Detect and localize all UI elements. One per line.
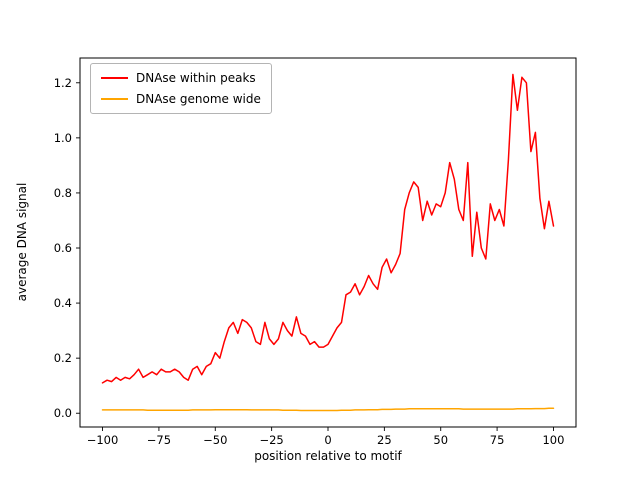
y-tick-label: 0.8 xyxy=(54,186,72,200)
series-line-genome-wide xyxy=(101,407,555,412)
axes-frame xyxy=(79,57,577,428)
x-tick-label: 0 xyxy=(324,433,331,447)
legend-line-genome-wide-icon xyxy=(101,98,128,100)
legend-line-within-peaks-icon xyxy=(101,77,128,79)
y-tick-label: 0.4 xyxy=(54,296,72,310)
y-axis-label: average DNA signal xyxy=(15,182,29,302)
legend-label-within-peaks: DNAse within peaks xyxy=(136,71,256,85)
y-tick-label: 0.0 xyxy=(54,406,72,420)
x-tick-label: −25 xyxy=(259,433,283,447)
x-tick-label: 25 xyxy=(377,433,392,447)
y-tick-label: 1.2 xyxy=(54,76,72,90)
x-tick-label: −50 xyxy=(203,433,227,447)
y-tick-label: 0.6 xyxy=(54,241,72,255)
legend-item-within-peaks: DNAse within peaks xyxy=(101,71,261,85)
x-tick-label: 50 xyxy=(433,433,448,447)
x-tick-label: 100 xyxy=(542,433,564,447)
legend-item-genome-wide: DNAse genome wide xyxy=(101,92,261,106)
legend-label-genome-wide: DNAse genome wide xyxy=(136,92,261,106)
x-axis-label: position relative to motif xyxy=(254,449,402,463)
x-tick-label: −100 xyxy=(87,433,119,447)
legend: DNAse within peaks DNAse genome wide xyxy=(90,63,272,114)
series-line-within-peaks xyxy=(101,73,555,384)
x-tick-label: 75 xyxy=(490,433,505,447)
y-tick-label: 1.0 xyxy=(54,131,72,145)
y-tick-label: 0.2 xyxy=(54,351,72,365)
x-tick-label: −75 xyxy=(147,433,171,447)
